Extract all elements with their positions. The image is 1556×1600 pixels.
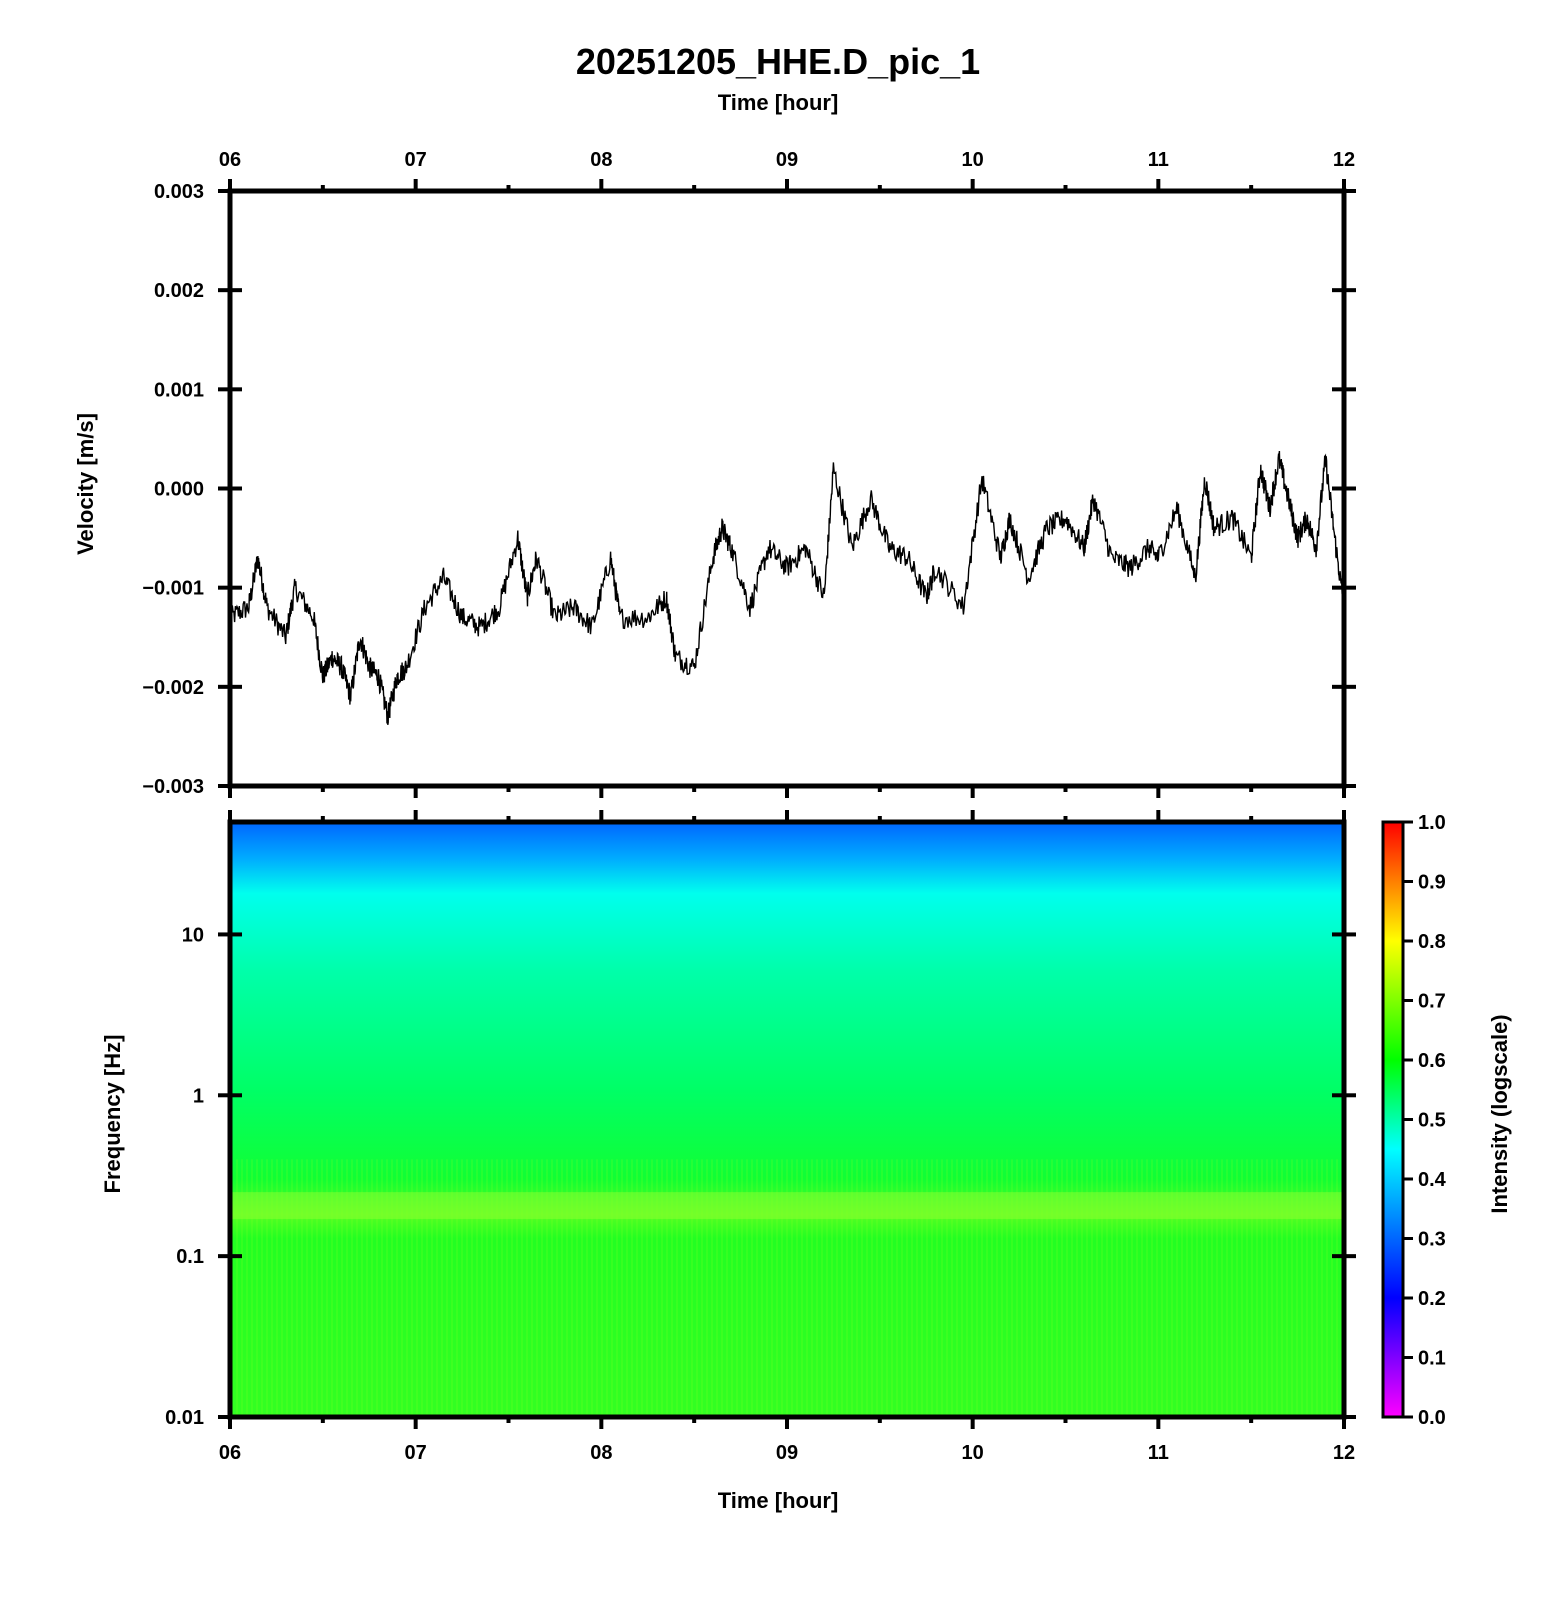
colorbar-tick-label: 0.9 (1418, 872, 1446, 894)
spectrogram-frame (227, 819, 1347, 1420)
colorbar-tick-label: 0.7 (1418, 991, 1446, 1013)
colorbar-tick-label: 0.8 (1418, 931, 1446, 953)
spectrogram-stripes (230, 1159, 1344, 1417)
colorbar-label: Intensity (logscale) (1487, 1014, 1512, 1213)
x-tick-label-top: 10 (962, 149, 984, 171)
colorbar-tick-label: 0.4 (1418, 1169, 1447, 1191)
colorbar-tick-label: 0.5 (1418, 1110, 1446, 1132)
x-tick-label-bottom: 12 (1333, 1442, 1355, 1464)
x-tick-label-top: 09 (776, 149, 798, 171)
spectrogram-y-tick-label: 0.01 (165, 1407, 204, 1429)
x-tick-label-top: 12 (1333, 149, 1355, 171)
waveform-y-ticks: 0.003 0.002 0.001 0.000 −0.001 −0.002 −0.003 (142, 181, 1356, 798)
x-tick-label-bottom: 06 (219, 1442, 241, 1464)
waveform-y-tick-label: 0.003 (154, 181, 204, 203)
microseism-band (230, 1192, 1344, 1220)
waveform-y-tick-label: −0.002 (142, 677, 204, 699)
colorbar-gradient (1381, 820, 1405, 1419)
colorbar-tick-label: 1.0 (1418, 812, 1446, 834)
waveform-y-axis-label: Velocity [m/s] (73, 413, 98, 555)
spectrogram-panel: 06 07 08 09 10 11 12 10 1 0.1 0.01 (165, 819, 1356, 1464)
spectrogram-image (230, 822, 1344, 1417)
waveform-y-tick-label: −0.001 (142, 578, 204, 600)
x-tick-label-top: 11 (1148, 149, 1169, 171)
spectrogram-y-axis-label: Frequency [Hz] (100, 1035, 125, 1194)
colorbar-tick-label: 0.2 (1418, 1288, 1446, 1310)
x-tick-label-bottom: 08 (590, 1442, 612, 1464)
bottom-x-axis-label: Time [hour] (718, 1488, 839, 1513)
colorbar-tick-label: 0.3 (1418, 1229, 1446, 1251)
x-tick-label-bottom: 09 (776, 1442, 798, 1464)
velocity-trace (229, 450, 1345, 726)
x-tick-label-top: 08 (590, 149, 612, 171)
waveform-y-tick-label: 0.000 (154, 479, 204, 501)
colorbar-tick-label: 0.1 (1418, 1348, 1446, 1370)
colorbar: 1.0 0.9 0.8 0.7 0.6 0.5 0.4 0.3 0.2 0.1 0.0 (1381, 812, 1447, 1429)
spectrogram-y-tick-label: 0.1 (176, 1246, 204, 1268)
spectrogram-y-tick-label: 10 (182, 924, 204, 946)
waveform-frame (227, 188, 1347, 789)
waveform-y-tick-label: 0.002 (154, 280, 204, 302)
spectrogram-x-ticks: 06 07 08 09 10 11 12 (219, 1442, 1355, 1464)
top-x-axis-label: Time [hour] (718, 90, 839, 115)
x-tick-label-top: 06 (219, 149, 241, 171)
x-tick-label-top: 07 (405, 149, 427, 171)
spectrogram-y-tick-label: 1 (193, 1085, 204, 1107)
chart-title: 20251205_HHE.D_pic_1 (576, 41, 980, 82)
x-tick-label-bottom: 11 (1148, 1442, 1169, 1464)
colorbar-tick-label: 0.6 (1418, 1050, 1446, 1072)
waveform-y-tick-label: −0.003 (142, 776, 204, 798)
colorbar-tick-label: 0.0 (1418, 1407, 1446, 1429)
x-tick-label-bottom: 10 (962, 1442, 984, 1464)
waveform-y-tick-label: 0.001 (154, 379, 204, 401)
colorbar-ticks: 1.0 0.9 0.8 0.7 0.6 0.5 0.4 0.3 0.2 0.1 0.0 (1403, 812, 1447, 1429)
x-tick-label-bottom: 07 (405, 1442, 427, 1464)
